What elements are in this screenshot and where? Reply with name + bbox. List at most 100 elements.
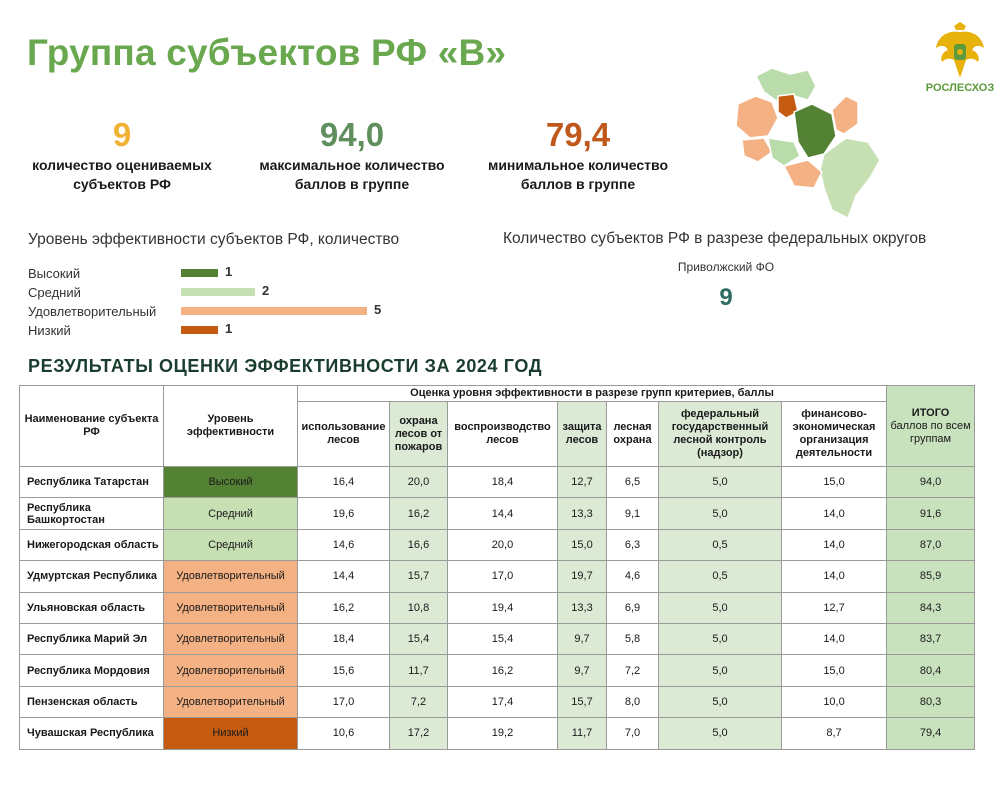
bar [181,307,367,315]
score-cell: 5,0 [658,465,782,499]
score-cell: 5,0 [658,622,782,656]
score-cell: 4,6 [606,560,659,593]
score-cell: 15,0 [557,528,607,562]
score-cell: 14,0 [780,497,888,530]
header-federal-control: федеральный государственный лесной контр… [658,401,782,467]
score-cell: 6,9 [606,591,659,624]
total-score: 79,4 [886,717,976,750]
header-reproduction: воспроизводство лесов [447,401,558,467]
score-cell: 16,4 [297,465,390,499]
score-cell: 19,2 [447,717,558,750]
efficiency-level: Средний [163,497,298,530]
score-cell: 5,0 [658,591,782,624]
table-row: Нижегородская область Средний 14,6 16,6 20,0… [19,528,976,562]
header-total-sub: баллов по всем группам [890,419,971,445]
table-row: Республика Татарстан Высокий 16,4 20,0 18,4 1… [19,465,976,499]
score-cell: 20,0 [389,465,448,499]
stat-label: максимальное количество баллов в группе [259,157,445,192]
score-cell: 16,6 [389,528,448,562]
score-cell: 5,0 [658,685,782,719]
results-title: РЕЗУЛЬТАТЫ ОЦЕНКИ ЭФФЕКТИВНОСТИ ЗА 2024 … [28,356,543,376]
score-cell: 11,7 [557,717,607,750]
score-cell: 19,4 [447,591,558,624]
score-cell: 13,3 [557,497,607,530]
efficiency-level: Удовлетворительный [163,685,298,719]
score-cell: 7,0 [606,717,659,750]
subject-name: Республика Марий Эл [19,622,164,656]
page-title: Группа субъектов РФ «В» [27,32,507,73]
score-cell: 15,0 [780,465,888,499]
subject-name: Республика Мордовия [19,654,164,687]
bar-value-label: 5 [374,302,382,317]
score-cell: 7,2 [606,654,659,687]
bar-value-label: 2 [262,283,270,298]
stat-subjects-count: 9 количество оцениваемых субъектов РФ [22,115,222,194]
header-forest-guard: лесная охрана [606,401,659,467]
score-cell: 15,7 [389,560,448,593]
score-cell: 8,7 [780,717,888,750]
score-cell: 19,7 [557,560,607,593]
bar-category-label: Средний [28,285,81,300]
efficiency-level: Удовлетворительный [163,560,298,593]
bar-row: Высокий 1 [28,264,408,284]
stat-label: количество оцениваемых субъектов РФ [32,157,212,192]
district-section-title: Количество субъектов РФ в разрезе федера… [503,230,927,247]
score-cell: 14,4 [447,497,558,530]
table-row: Пензенская область Удовлетворительный 17,0… [19,685,976,719]
score-cell: 7,2 [389,685,448,719]
subject-name: Республика Татарстан [19,465,164,499]
stat-max-score: 94,0 максимальное количество баллов в гр… [252,115,452,194]
table-row: Республика Башкортостан Средний 19,6 16,2 14… [19,497,976,530]
district-name: Приволжский ФО [677,260,775,274]
subject-name: Ульяновская область [19,591,164,624]
header-fire-protection: охрана лесов от пожаров [389,401,448,467]
efficiency-section-title: Уровень эффективности субъектов РФ, коли… [28,231,400,248]
score-cell: 14,4 [297,560,390,593]
score-cell: 12,7 [557,465,607,499]
total-score: 91,6 [886,497,976,530]
score-cell: 5,0 [658,717,782,750]
header-level: Уровень эффективности [163,385,298,467]
subject-name: Нижегородская область [19,528,164,562]
score-cell: 10,8 [389,591,448,624]
score-cell: 15,4 [389,622,448,656]
eagle-emblem-icon [936,22,984,78]
header-subject-name: Наименование субъекта РФ [19,385,164,467]
subject-name: Пензенская область [19,685,164,719]
stat-value: 79,4 [545,116,611,153]
logo: РОСЛЕСХОЗ [924,22,996,102]
total-score: 85,9 [886,560,976,593]
subject-name: Чувашская Республика [19,717,164,750]
score-cell: 14,0 [780,622,888,656]
score-cell: 10,0 [780,685,888,719]
bar [181,288,255,296]
bar [181,326,218,334]
score-cell: 17,2 [389,717,448,750]
district-count: 9 [719,284,733,311]
score-cell: 13,3 [557,591,607,624]
efficiency-level: Низкий [163,717,298,750]
table-row: Удмуртская Республика Удовлетворительный 1… [19,560,976,593]
score-cell: 10,6 [297,717,390,750]
total-score: 83,7 [886,622,976,656]
score-cell: 15,0 [780,654,888,687]
subject-name: Удмуртская Республика [19,560,164,593]
bar [181,269,218,277]
score-cell: 6,3 [606,528,659,562]
score-cell: 5,0 [658,497,782,530]
score-cell: 18,4 [447,465,558,499]
bar-row: Низкий 1 [28,321,408,341]
score-cell: 15,6 [297,654,390,687]
total-score: 80,4 [886,654,976,687]
score-cell: 0,5 [658,528,782,562]
score-cell: 12,7 [780,591,888,624]
table-row: Республика Марий Эл Удовлетворительный 18,… [19,622,976,656]
efficiency-level: Средний [163,528,298,562]
bar-value-label: 1 [225,264,233,279]
efficiency-bar-chart: Высокий 1 Средний 2 Удовлетворительный 5 Низки… [28,264,408,341]
score-cell: 17,0 [297,685,390,719]
table-row: Республика Мордовия Удовлетворительный 15,… [19,654,976,687]
score-cell: 20,0 [447,528,558,562]
score-cell: 19,6 [297,497,390,530]
bar-category-label: Низкий [28,323,71,338]
